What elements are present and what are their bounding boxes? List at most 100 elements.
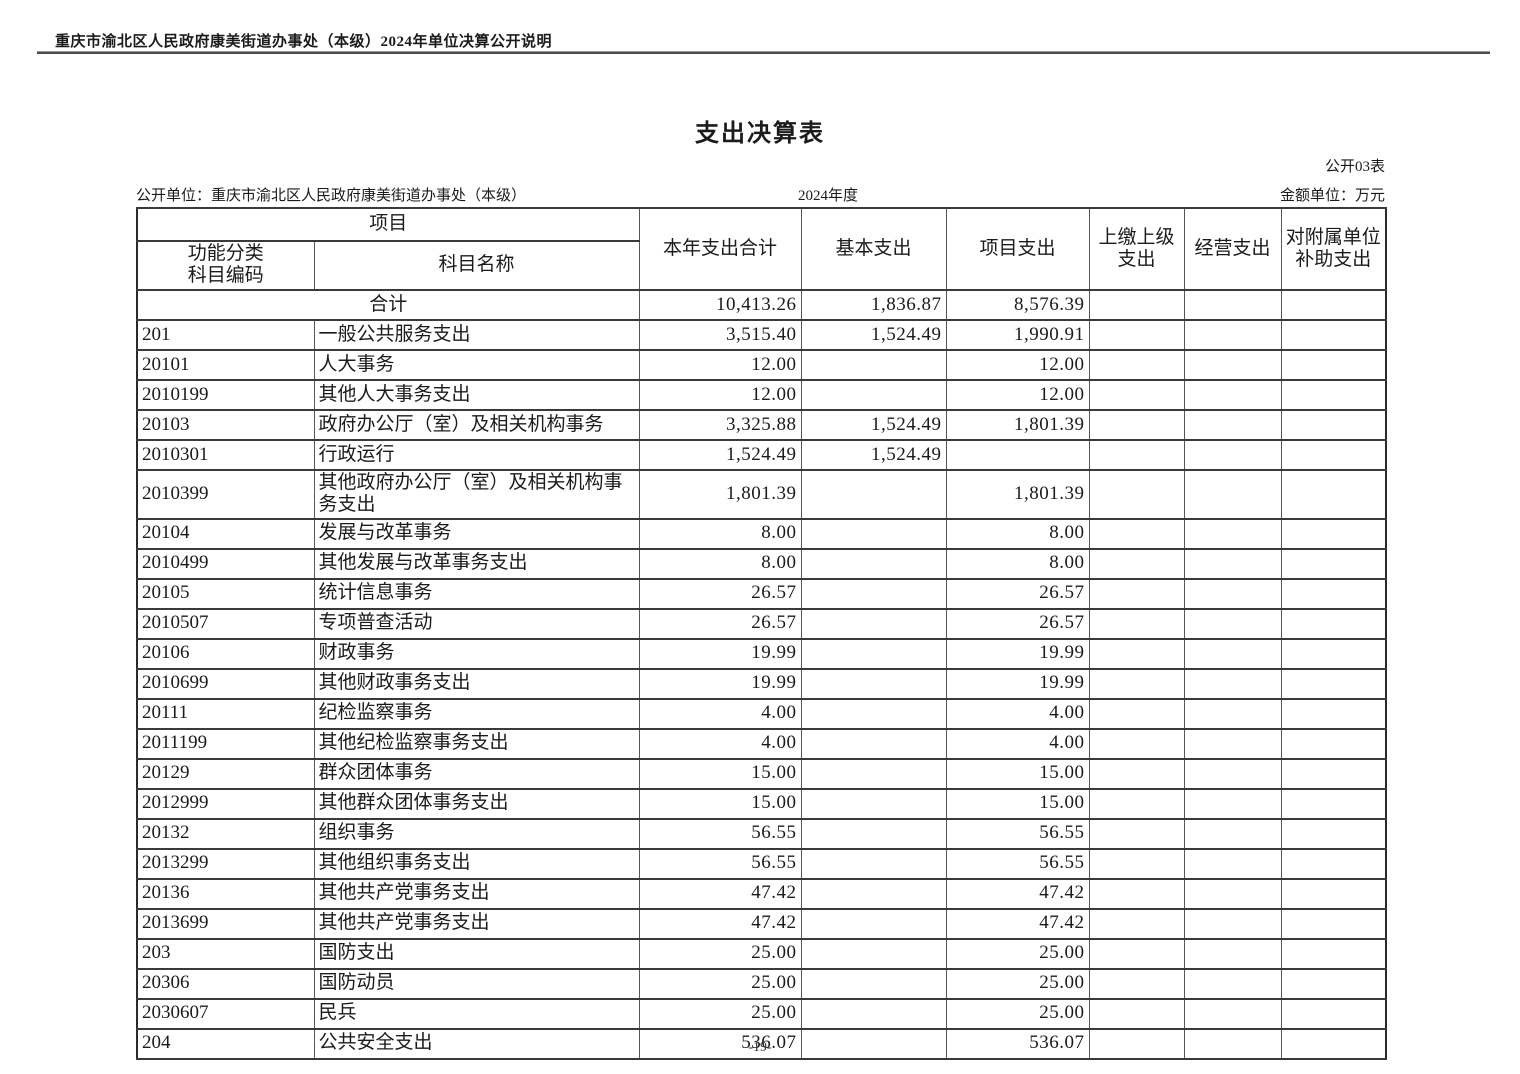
row-subject-name-cell: 组织事务 (313, 817, 640, 850)
row-operating-cell (1183, 697, 1282, 730)
total-row-subsidy-cell (1280, 288, 1387, 321)
row-subsidy-cell (1280, 408, 1387, 441)
row-subsidy-cell (1280, 577, 1387, 610)
row-subsidy-cell (1280, 318, 1387, 351)
row-function-code-cell: 203 (136, 937, 315, 970)
row-year-total-cell: 536.07 (638, 1027, 802, 1060)
table-meta-row: 公开单位：重庆市渝北区人民政府康美街道办事处（本级） 2024年度 金额单位：万… (136, 184, 1385, 206)
row-project-cell: 19.99 (945, 667, 1090, 700)
total-row-basic-cell: 1,836.87 (800, 288, 947, 321)
row-subsidy-cell (1280, 378, 1387, 411)
row-operating-cell (1183, 378, 1282, 411)
row-basic-cell (800, 697, 947, 730)
total-row-operating-cell (1183, 288, 1282, 321)
row-year-total-cell: 15.00 (638, 757, 802, 790)
row-upper-remit-cell (1088, 997, 1185, 1030)
table-header-row-1: 项目 本年支出合计 基本支出 项目支出 上缴上级 支出 经营支出 对附属单位 补… (136, 207, 1387, 291)
row-basic-cell (800, 907, 947, 940)
row-project-cell: 12.00 (945, 378, 1090, 411)
row-function-code-cell: 2010507 (136, 607, 315, 640)
row-operating-cell (1183, 517, 1282, 550)
row-upper-remit-cell (1088, 318, 1185, 351)
row-upper-remit-cell (1088, 847, 1185, 880)
total-row-year-total-cell: 10,413.26 (638, 288, 802, 321)
table-header-row-2: 功能分类 科目编码 科目名称 (136, 240, 1386, 291)
row-function-code-cell: 20103 (136, 408, 315, 441)
row-subsidy-cell (1280, 1027, 1387, 1060)
header-divider (37, 51, 1490, 54)
row-subsidy-cell (1280, 907, 1387, 940)
row-upper-remit-cell (1088, 967, 1185, 1000)
row-function-code-cell: 2013299 (136, 847, 315, 880)
row-basic-cell (800, 847, 947, 880)
row-year-total-cell: 4.00 (638, 727, 802, 760)
table-row: 20101 人大事务 12.00 12.00 (136, 348, 1387, 381)
row-operating-cell (1183, 607, 1282, 640)
row-function-code-cell: 20101 (136, 348, 315, 381)
row-basic-cell (800, 967, 947, 1000)
row-project-cell: 8.00 (945, 517, 1090, 550)
total-row-label: 合计 (136, 288, 640, 321)
row-function-code-cell: 2013699 (136, 907, 315, 940)
row-basic-cell (800, 517, 947, 550)
row-basic-cell: 1,524.49 (800, 318, 947, 351)
row-basic-cell (800, 378, 947, 411)
table-row: 2013699 其他共产党事务支出 47.42 47.42 (136, 907, 1387, 940)
row-basic-cell (800, 787, 947, 820)
fiscal-year-label: 2024年度 (797, 188, 859, 204)
table-row: 2010199 其他人大事务支出 12.00 12.00 (136, 378, 1387, 411)
table-row: 203 国防支出 25.00 25.00 (136, 937, 1387, 970)
row-project-cell: 47.42 (945, 907, 1090, 940)
row-upper-remit-cell (1088, 607, 1185, 640)
row-subject-name-cell: 国防支出 (313, 937, 640, 970)
row-function-code-cell: 2030607 (136, 997, 315, 1030)
row-subject-name-cell: 其他财政事务支出 (313, 667, 640, 700)
row-operating-cell (1183, 757, 1282, 790)
row-upper-remit-cell (1088, 727, 1185, 760)
table-row: 2030607 民兵 25.00 25.00 (136, 997, 1387, 1030)
row-basic-cell (800, 468, 947, 520)
table-row: 2010499 其他发展与改革事务支出 8.00 8.00 (136, 547, 1387, 580)
row-operating-cell (1183, 348, 1282, 381)
row-subject-name-cell: 其他组织事务支出 (313, 847, 640, 880)
row-upper-remit-cell (1088, 877, 1185, 910)
row-project-cell: 1,801.39 (945, 408, 1090, 441)
table-row: 2012999 其他群众团体事务支出 15.00 15.00 (136, 787, 1387, 820)
row-year-total-cell: 47.42 (638, 877, 802, 910)
row-function-code-cell: 20129 (136, 757, 315, 790)
row-subsidy-cell (1280, 937, 1387, 970)
row-project-cell: 8.00 (945, 547, 1090, 580)
row-subsidy-cell (1280, 438, 1387, 471)
row-subject-name-cell: 其他发展与改革事务支出 (313, 547, 640, 580)
row-year-total-cell: 26.57 (638, 607, 802, 640)
row-subject-name-cell: 国防动员 (313, 967, 640, 1000)
row-subject-name-cell: 其他纪检监察事务支出 (313, 727, 640, 760)
row-function-code-cell: 20105 (136, 577, 315, 610)
row-subject-name-cell: 行政运行 (313, 438, 640, 471)
column-header-year-total: 本年支出合计 (638, 207, 802, 291)
row-year-total-cell: 25.00 (638, 997, 802, 1030)
column-header-subject-name: 科目名称 (313, 240, 640, 291)
row-year-total-cell: 26.57 (638, 577, 802, 610)
row-subsidy-cell (1280, 637, 1387, 670)
row-upper-remit-cell (1088, 1027, 1185, 1060)
row-project-cell: 12.00 (945, 348, 1090, 381)
row-basic-cell (800, 877, 947, 910)
table-row: 20105 统计信息事务 26.57 26.57 (136, 577, 1387, 610)
row-basic-cell (800, 727, 947, 760)
row-operating-cell (1183, 468, 1282, 520)
total-row-project-cell: 8,576.39 (945, 288, 1090, 321)
row-subject-name-cell: 财政事务 (313, 637, 640, 670)
row-year-total-cell: 25.00 (638, 967, 802, 1000)
row-year-total-cell: 8.00 (638, 517, 802, 550)
row-year-total-cell: 3,515.40 (638, 318, 802, 351)
row-subsidy-cell (1280, 757, 1387, 790)
row-basic-cell (800, 937, 947, 970)
row-function-code-cell: 2010499 (136, 547, 315, 580)
row-project-cell: 25.00 (945, 967, 1090, 1000)
table-row: 204 公共安全支出 536.07 536.07 (136, 1027, 1387, 1060)
row-upper-remit-cell (1088, 438, 1185, 471)
row-subject-name-cell: 群众团体事务 (313, 757, 640, 790)
row-subject-name-cell: 专项普查活动 (313, 607, 640, 640)
amount-unit-label: 金额单位：万元 (1279, 188, 1385, 204)
